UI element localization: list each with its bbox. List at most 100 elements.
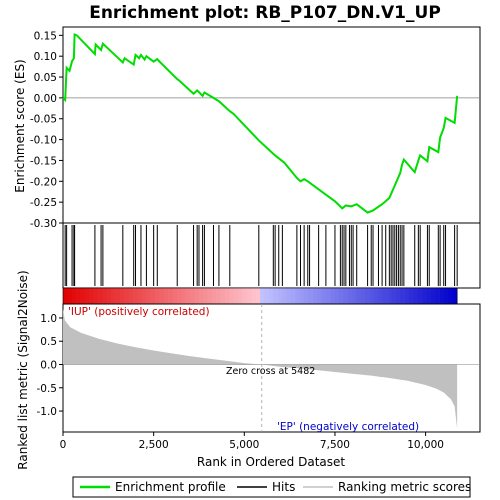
rank-color-segment: [181, 288, 186, 304]
rank-color-segment: [295, 288, 300, 304]
rank-color-segment: [435, 288, 440, 304]
rank-color-segment: [312, 288, 318, 304]
rank-color-segment: [448, 288, 454, 304]
rank-color-segment: [426, 288, 432, 304]
rank-color-segment: [260, 288, 265, 304]
rank-color-segment: [242, 288, 248, 304]
rank-color-segment: [93, 288, 99, 304]
metric-y-tick-label: 0.0: [40, 360, 57, 372]
rank-color-segment: [277, 288, 283, 304]
rank-color-segment: [172, 288, 178, 304]
rank-color-segment: [365, 288, 370, 304]
rank-color-segment: [290, 288, 296, 304]
rank-color-segment: [334, 288, 340, 304]
rank-color-segment: [233, 288, 239, 304]
x-tick-label: 5,000: [229, 439, 259, 451]
rank-color-segment: [80, 288, 86, 304]
rank-color-segment: [255, 288, 261, 304]
x-axis-label: Rank in Ordered Dataset: [197, 455, 345, 469]
rank-color-segment: [194, 288, 200, 304]
rank-color-segment: [229, 288, 235, 304]
es-y-tick-label: -0.10: [30, 135, 57, 147]
ranked-metric-panel: 1.0 0.5 0.0 -0.5 -1.0 'IUP' (positively corr…: [16, 270, 481, 470]
metric-y-tick-label: -0.5: [37, 383, 58, 395]
rank-color-segment: [203, 288, 208, 304]
es-y-tick-label: 0.05: [34, 72, 57, 84]
rank-color-segment: [286, 288, 292, 304]
rank-color-segment: [404, 288, 410, 304]
rank-color-segment: [264, 288, 270, 304]
es-plot-frame: [62, 26, 481, 224]
rank-color-segment: [185, 288, 191, 304]
legend-hits-label: Hits: [272, 480, 295, 494]
rank-color-segment: [207, 288, 213, 304]
x-tick-label: 7,500: [320, 439, 350, 451]
rank-color-segment: [369, 288, 375, 304]
rank-color-segment: [176, 288, 182, 304]
rank-color-segment: [190, 288, 195, 304]
rank-color-segment: [246, 288, 252, 304]
rank-color-segment: [168, 288, 173, 304]
rank-color-segment: [273, 288, 278, 304]
positive-correlation-label: 'IUP' (positively correlated): [68, 306, 210, 318]
rank-color-segment: [413, 288, 419, 304]
rank-color-segment: [133, 288, 138, 304]
rank-color-segment: [63, 288, 68, 304]
enrichment-profile-line: [62, 33, 459, 214]
rank-color-segment: [137, 288, 143, 304]
rank-color-segment: [76, 288, 81, 304]
es-y-tick-label: -0.15: [30, 155, 57, 167]
rank-color-segment: [84, 288, 90, 304]
rank-color-segment: [317, 288, 322, 304]
rank-color-segment: [146, 288, 151, 304]
metric-y-tick-label: 1.0: [40, 313, 57, 325]
rank-color-segment: [452, 288, 458, 304]
rank-color-segment: [338, 288, 344, 304]
rank-color-segment: [382, 288, 388, 304]
enrichment-score-panel: 0.15 0.10 0.05 0.00 -0.05 -0.10 -0.15 -0.20 -0.2…: [13, 26, 481, 230]
rank-color-segment: [347, 288, 353, 304]
rank-color-segment: [154, 288, 160, 304]
rank-color-segment: [141, 288, 147, 304]
x-tick-label: 0: [60, 439, 67, 451]
chart-title: Enrichment plot: RB_P107_DN.V1_UP: [89, 3, 441, 23]
rank-color-segment: [430, 288, 436, 304]
es-y-tick-label: -0.25: [30, 197, 57, 209]
rank-color-segment: [308, 288, 313, 304]
es-y-tick-label: -0.30: [30, 218, 57, 230]
rank-color-segment: [163, 288, 169, 304]
x-tick-label: 2,500: [139, 439, 169, 451]
rank-color-segment: [360, 288, 366, 304]
rank-color-segment: [281, 288, 287, 304]
rank-color-segment: [391, 288, 397, 304]
rank-color-segment: [268, 288, 274, 304]
hit-markers: [64, 225, 458, 286]
x-tick-label: 10,000: [407, 439, 444, 451]
rank-color-segment: [198, 288, 204, 304]
rank-color-segment: [124, 288, 129, 304]
rank-color-segment: [439, 288, 445, 304]
rank-color-segment: [238, 288, 243, 304]
rank-color-segment: [400, 288, 405, 304]
es-y-tick-label: -0.05: [30, 114, 57, 126]
es-y-tick-label: 0.15: [34, 30, 57, 42]
rank-color-segment: [119, 288, 125, 304]
es-y-tick-label: 0.00: [34, 93, 57, 105]
rank-color-segment: [422, 288, 427, 304]
rank-color-segment: [444, 288, 449, 304]
negative-correlation-label: 'EP' (negatively correlated): [277, 421, 419, 433]
hits-frame: [62, 222, 481, 289]
rank-color-segment: [343, 288, 348, 304]
rank-color-segment: [106, 288, 112, 304]
legend-metric-label: Ranking metric scores: [338, 480, 471, 494]
rank-color-segment: [111, 288, 116, 304]
rank-color-segment: [71, 288, 77, 304]
rank-color-segment: [67, 288, 73, 304]
metric-y-ticks: 1.0 0.5 0.0 -0.5 -1.0: [37, 313, 63, 418]
rank-color-segment: [251, 288, 256, 304]
rank-color-segment: [216, 288, 221, 304]
rank-color-segment: [417, 288, 423, 304]
legend-box: [72, 476, 471, 498]
legend: Enrichment profile Hits Ranking metric s…: [72, 476, 471, 498]
